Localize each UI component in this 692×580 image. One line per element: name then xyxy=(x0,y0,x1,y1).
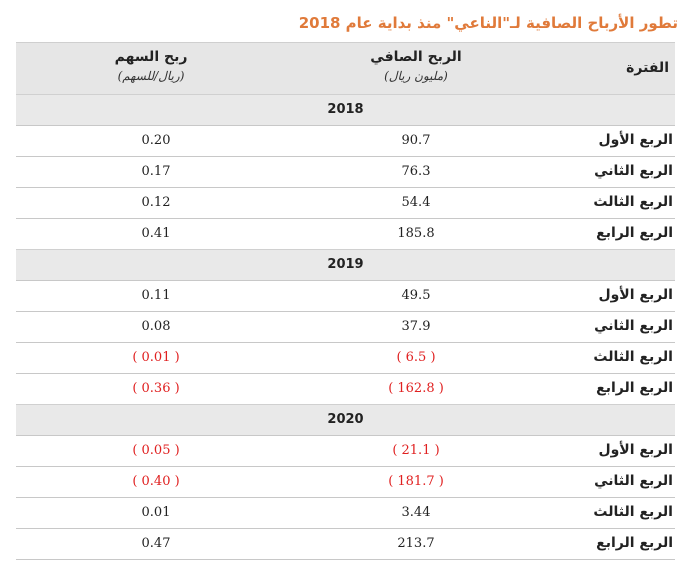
net-profit-cell: ( 6.5 ) xyxy=(396,350,436,365)
period-cell: الربع الثالث xyxy=(593,194,673,210)
net-profit-cell: 213.7 xyxy=(397,536,435,551)
period-cell: الربع الثاني xyxy=(594,163,673,179)
eps-cell: ( 0.01 ) xyxy=(132,350,180,365)
table-row: ( 0.01 ) ( 6.5 ) الربع الثالث xyxy=(16,342,675,373)
eps-cell: 0.11 xyxy=(141,288,171,303)
period-cell: الربع الأول xyxy=(598,442,673,458)
year-row: 2018 xyxy=(16,94,675,125)
table-row: 0.47 213.7 الربع الرابع xyxy=(16,528,675,560)
net-profit-cell: ( 181.7 ) xyxy=(388,474,444,489)
net-profit-header-unit: (مليون ريال) xyxy=(384,69,448,83)
net-profit-cell: 3.44 xyxy=(401,505,431,520)
eps-header-label: ربح السهم xyxy=(114,49,188,65)
year-row: 2020 xyxy=(16,404,675,435)
table-row: ( 0.40 ) ( 181.7 ) الربع الثاني xyxy=(16,466,675,497)
net-profit-cell: ( 162.8 ) xyxy=(388,381,444,396)
table-row: 0.20 90.7 الربع الأول xyxy=(16,125,675,156)
eps-cell: 0.17 xyxy=(141,164,171,179)
table-row: 0.01 3.44 الربع الثالث xyxy=(16,497,675,528)
period-cell: الربع الرابع xyxy=(596,225,673,241)
table-row: 0.41 185.8 الربع الرابع xyxy=(16,218,675,249)
period-cell: الربع الرابع xyxy=(596,380,673,396)
eps-cell: ( 0.05 ) xyxy=(132,443,180,458)
period-header: الفترة xyxy=(626,60,669,76)
table-row: 0.12 54.4 الربع الثالث xyxy=(16,187,675,218)
table-row: ( 0.05 ) ( 21.1 ) الربع الأول xyxy=(16,435,675,466)
period-cell: الربع الثاني xyxy=(594,473,673,489)
period-cell: الربع الثالث xyxy=(593,349,673,365)
net-profit-header-label: الربح الصافي xyxy=(370,49,462,65)
eps-cell: ( 0.36 ) xyxy=(132,381,180,396)
period-cell: الربع الثاني xyxy=(594,318,673,334)
eps-cell: ( 0.40 ) xyxy=(132,474,180,489)
eps-cell: 0.20 xyxy=(141,133,171,148)
net-profit-cell: 76.3 xyxy=(401,164,431,179)
eps-cell: 0.41 xyxy=(141,226,171,241)
period-cell: الربع الأول xyxy=(598,287,673,303)
net-profit-cell: 37.9 xyxy=(401,319,431,334)
table-header: ربح السهم (ريال/للسهم) الربح الصافي (ملي… xyxy=(16,42,675,94)
net-profit-cell: 49.5 xyxy=(401,288,431,303)
eps-cell: 0.08 xyxy=(141,319,171,334)
net-profit-cell: 90.7 xyxy=(401,133,431,148)
year-row: 2019 xyxy=(16,249,675,280)
net-profit-cell: ( 21.1 ) xyxy=(392,443,440,458)
table-row: ( 0.36 ) ( 162.8 ) الربع الرابع xyxy=(16,373,675,404)
table-row: 0.17 76.3 الربع الثاني xyxy=(16,156,675,187)
period-cell: الربع الرابع xyxy=(596,535,673,551)
eps-cell: 0.12 xyxy=(141,195,171,210)
net-profit-cell: 185.8 xyxy=(397,226,435,241)
eps-cell: 0.47 xyxy=(141,536,171,551)
table-row: 0.11 49.5 الربع الأول xyxy=(16,280,675,311)
period-cell: الربع الثالث xyxy=(593,504,673,520)
net-profit-header: الربح الصافي (مليون ريال) xyxy=(326,49,506,83)
profits-table: ربح السهم (ريال/للسهم) الربح الصافي (ملي… xyxy=(16,42,675,560)
table-title: تطور الأرباح الصافية لـ"الناعي" منذ بداي… xyxy=(298,14,678,32)
table-row: 0.08 37.9 الربع الثاني xyxy=(16,311,675,342)
table-body: 2018 0.20 90.7 الربع الأول 0.17 76.3 الربع الث… xyxy=(16,94,675,560)
net-profit-cell: 54.4 xyxy=(401,195,431,210)
eps-header-unit: (ريال/للسهم) xyxy=(117,69,185,83)
eps-cell: 0.01 xyxy=(141,505,171,520)
eps-header: ربح السهم (ريال/للسهم) xyxy=(66,49,236,83)
period-cell: الربع الأول xyxy=(598,132,673,148)
